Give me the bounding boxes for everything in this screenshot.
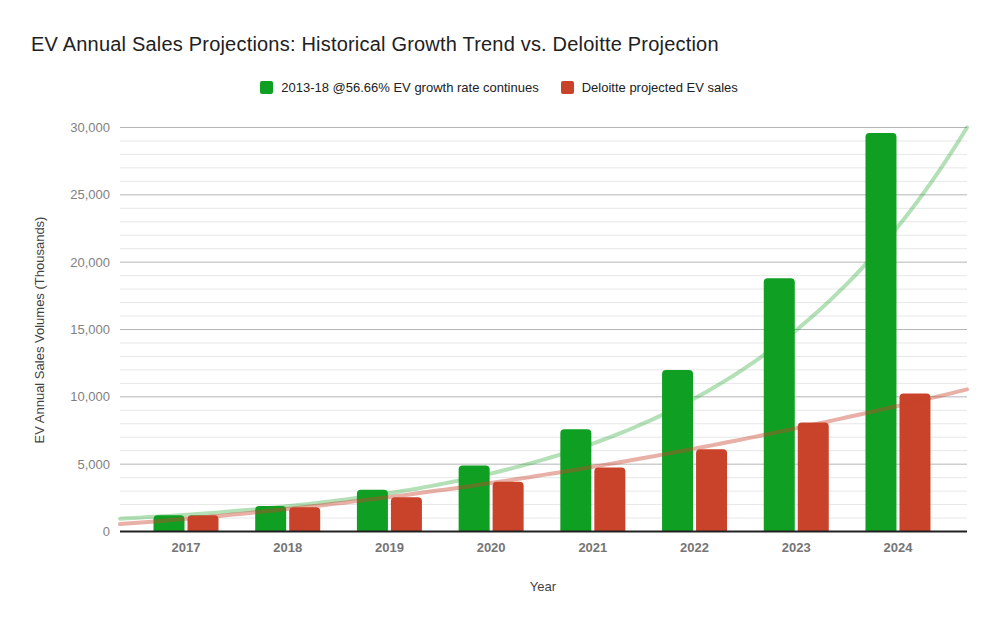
x-tick-label: 2022	[680, 540, 709, 555]
x-tick-label: 2024	[884, 540, 914, 555]
x-tick-label: 2021	[578, 540, 607, 555]
bar-red-2021	[594, 468, 625, 532]
bar-red-2020	[493, 482, 524, 532]
trendline-green	[120, 128, 967, 519]
chart-canvas: EV Annual Sales Projections: Historical …	[0, 0, 998, 626]
y-tick-label: 25,000	[70, 187, 110, 202]
y-tick-label: 10,000	[70, 389, 110, 404]
y-tick-label: 5,000	[77, 457, 110, 472]
x-tick-label: 2023	[782, 540, 811, 555]
plot-area: 0 5,000 10,000 15,000 20,000 25,000 30,000 2017…	[0, 0, 998, 626]
bar-green-2024	[865, 133, 896, 532]
x-tick-label: 2020	[477, 540, 506, 555]
x-axis-title: Year	[530, 579, 556, 594]
x-tick-label: 2017	[172, 540, 201, 555]
x-tick-label: 2018	[273, 540, 302, 555]
y-tick-label: 20,000	[70, 255, 110, 270]
y-tick-label: 30,000	[70, 120, 110, 135]
bar-red-2022	[696, 449, 727, 531]
bar-red-2019	[391, 497, 422, 531]
bar-red-2023	[798, 422, 829, 531]
x-tick-label: 2019	[375, 540, 404, 555]
y-tick-label: 0	[103, 524, 110, 539]
trendline-red	[120, 389, 967, 524]
y-tick-label: 15,000	[70, 322, 110, 337]
bar-green-2023	[764, 278, 795, 531]
bar-red-2018	[289, 507, 320, 531]
bar-red-2024	[899, 393, 930, 531]
